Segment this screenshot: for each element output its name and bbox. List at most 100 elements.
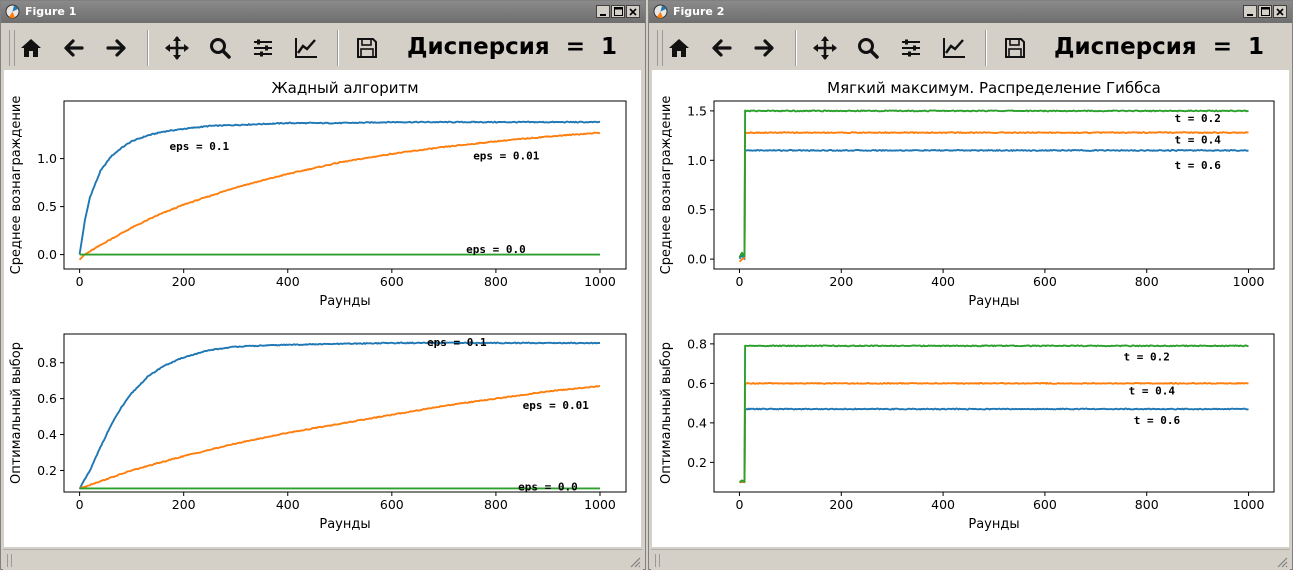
chart-title: Мягкий максимум. Распределение Гиббса xyxy=(827,79,1161,97)
axes-3[interactable]: Мягкий максимум. Распределение Гиббса 0 20… xyxy=(659,79,1275,309)
series-annotation: t = 0.4 xyxy=(1174,134,1221,147)
x-tick-label: 600 xyxy=(1033,497,1057,512)
zoom-icon xyxy=(210,38,231,59)
x-tick-label: 400 xyxy=(931,274,955,289)
home-icon xyxy=(669,39,689,57)
series-line-blue xyxy=(78,341,601,490)
pan-button[interactable] xyxy=(809,32,841,64)
resize-grip-icon[interactable] xyxy=(629,556,641,568)
back-button[interactable] xyxy=(706,32,738,64)
toolbar-separator xyxy=(337,30,339,66)
y-tick-label: 1.5 xyxy=(687,103,707,118)
x-tick-label: 600 xyxy=(380,497,404,512)
x-tick-label: 0 xyxy=(735,497,743,512)
back-button[interactable] xyxy=(58,32,90,64)
x-tick-label: 200 xyxy=(172,274,196,289)
resize-grip-icon[interactable] xyxy=(1276,556,1288,568)
maximize-button[interactable] xyxy=(611,5,625,18)
axes-frame xyxy=(63,333,627,493)
x-tick-label: 0 xyxy=(76,274,84,289)
figure-2-plots[interactable]: Мягкий максимум. Распределение Гиббса 0 20… xyxy=(652,70,1289,547)
y-tick-label: 0.2 xyxy=(687,455,707,470)
status-grip xyxy=(655,554,660,567)
x-axis-label: Раунды xyxy=(319,294,370,309)
forward-button[interactable] xyxy=(100,32,132,64)
minimize-button[interactable] xyxy=(1243,5,1257,18)
toolbar-grip[interactable] xyxy=(9,30,15,66)
save-button[interactable] xyxy=(999,32,1031,64)
series-annotation: eps = 0.01 xyxy=(523,399,590,412)
subplots-icon xyxy=(254,39,272,57)
edit-axes-button[interactable] xyxy=(290,32,322,64)
y-tick-label: 0.0 xyxy=(37,247,57,262)
zoom-button[interactable] xyxy=(204,32,236,64)
series-annotation: t = 0.2 xyxy=(1124,351,1170,364)
back-arrow-icon xyxy=(712,39,732,57)
close-button[interactable] xyxy=(1273,5,1287,18)
x-tick-label: 200 xyxy=(829,274,853,289)
series-annotation: eps = 0.1 xyxy=(427,336,487,349)
series-line-orange xyxy=(738,131,1249,263)
forward-button[interactable] xyxy=(748,32,780,64)
y-axis-label: Оптимальный выбор xyxy=(9,342,24,484)
series-annotation: t = 0.2 xyxy=(1174,112,1220,125)
home-button[interactable] xyxy=(663,32,695,64)
axes-4[interactable]: 0 200 400 600 800 1000 0.2 0.4 0.6 0.8 Раунды Оптим… xyxy=(659,333,1275,532)
pan-button[interactable] xyxy=(161,32,193,64)
minimize-icon xyxy=(1247,13,1253,16)
toolbar-separator xyxy=(985,30,987,66)
subplots-button[interactable] xyxy=(895,32,927,64)
series-annotation: t = 0.6 xyxy=(1174,159,1221,172)
x-tick-label: 800 xyxy=(1135,274,1159,289)
close-button[interactable] xyxy=(626,5,640,18)
pan-icon xyxy=(813,36,837,60)
maximize-icon xyxy=(1260,7,1270,16)
minimize-button[interactable] xyxy=(596,5,610,18)
y-tick-label: 0.8 xyxy=(687,336,707,351)
x-tick-label: 1000 xyxy=(584,497,616,512)
close-icon xyxy=(1276,7,1284,16)
y-tick-label: 0.6 xyxy=(37,391,57,406)
axes-frame xyxy=(63,100,627,270)
x-tick-label: 600 xyxy=(380,274,404,289)
series-line-green xyxy=(739,344,1249,483)
figure-1-plots[interactable]: Жадный алгоритм 0 200 400 600 800 1000 0.0 0.5 1.… xyxy=(4,70,641,547)
y-tick-label: 0.2 xyxy=(37,463,57,478)
figure-window-1: Figure 1 xyxy=(0,0,646,570)
x-tick-label: 800 xyxy=(1135,497,1159,512)
x-tick-label: 0 xyxy=(76,497,84,512)
y-tick-label: 1.0 xyxy=(37,151,57,166)
home-icon xyxy=(21,39,41,57)
x-tick-label: 1000 xyxy=(1233,497,1265,512)
matplotlib-icon xyxy=(653,4,668,19)
pan-icon xyxy=(165,36,189,60)
navigation-toolbar: Дисперсия = 1 xyxy=(3,24,643,70)
home-button[interactable] xyxy=(15,32,47,64)
y-axis-label: Среднее вознаграждение xyxy=(659,96,674,275)
figure-canvas[interactable]: Мягкий максимум. Распределение Гиббса 0 20… xyxy=(652,70,1289,547)
title-bar[interactable]: Figure 2 xyxy=(649,1,1292,23)
axes-1[interactable]: Жадный алгоритм 0 200 400 600 800 1000 0.0 0.5 1.… xyxy=(9,79,627,309)
subplots-icon xyxy=(902,39,920,57)
axes-2[interactable]: 0 200 400 600 800 1000 0.2 0.4 0.6 0.8 Раунды Оптим… xyxy=(9,333,627,532)
window-title: Figure 2 xyxy=(673,5,725,18)
zoom-button[interactable] xyxy=(852,32,884,64)
y-axis-label: Оптимальный выбор xyxy=(659,342,674,484)
x-axis-label: Раунды xyxy=(968,294,1019,309)
maximize-button[interactable] xyxy=(1258,5,1272,18)
x-tick-label: 400 xyxy=(276,497,300,512)
series-line-blue xyxy=(78,120,601,255)
x-tick-label: 600 xyxy=(1033,274,1057,289)
axes-frame xyxy=(713,100,1275,270)
status-bar xyxy=(3,549,643,570)
figure-canvas[interactable]: Жадный алгоритм 0 200 400 600 800 1000 0.0 0.5 1.… xyxy=(4,70,641,547)
window-title: Figure 1 xyxy=(25,5,77,18)
series-annotation: t = 0.6 xyxy=(1134,414,1181,427)
save-button[interactable] xyxy=(351,32,383,64)
subplots-button[interactable] xyxy=(247,32,279,64)
toolbar-grip[interactable] xyxy=(657,30,663,66)
title-bar[interactable]: Figure 1 xyxy=(1,1,645,23)
edit-axes-button[interactable] xyxy=(938,32,970,64)
status-bar xyxy=(651,549,1290,570)
x-tick-label: 0 xyxy=(735,274,743,289)
